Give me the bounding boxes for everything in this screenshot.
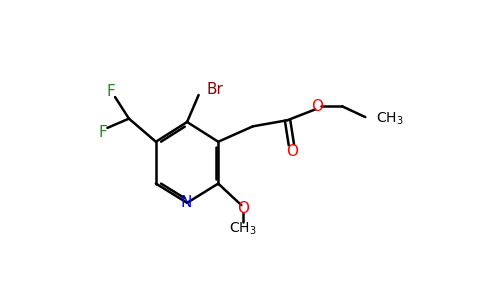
Text: CH$_3$: CH$_3$ bbox=[229, 221, 257, 237]
Text: N: N bbox=[181, 195, 192, 210]
Text: O: O bbox=[311, 99, 323, 114]
Text: O: O bbox=[286, 144, 298, 159]
Text: O: O bbox=[237, 201, 249, 216]
Text: CH$_3$: CH$_3$ bbox=[376, 110, 404, 127]
Text: Br: Br bbox=[206, 82, 223, 97]
Text: F: F bbox=[98, 125, 107, 140]
Text: F: F bbox=[106, 84, 115, 99]
